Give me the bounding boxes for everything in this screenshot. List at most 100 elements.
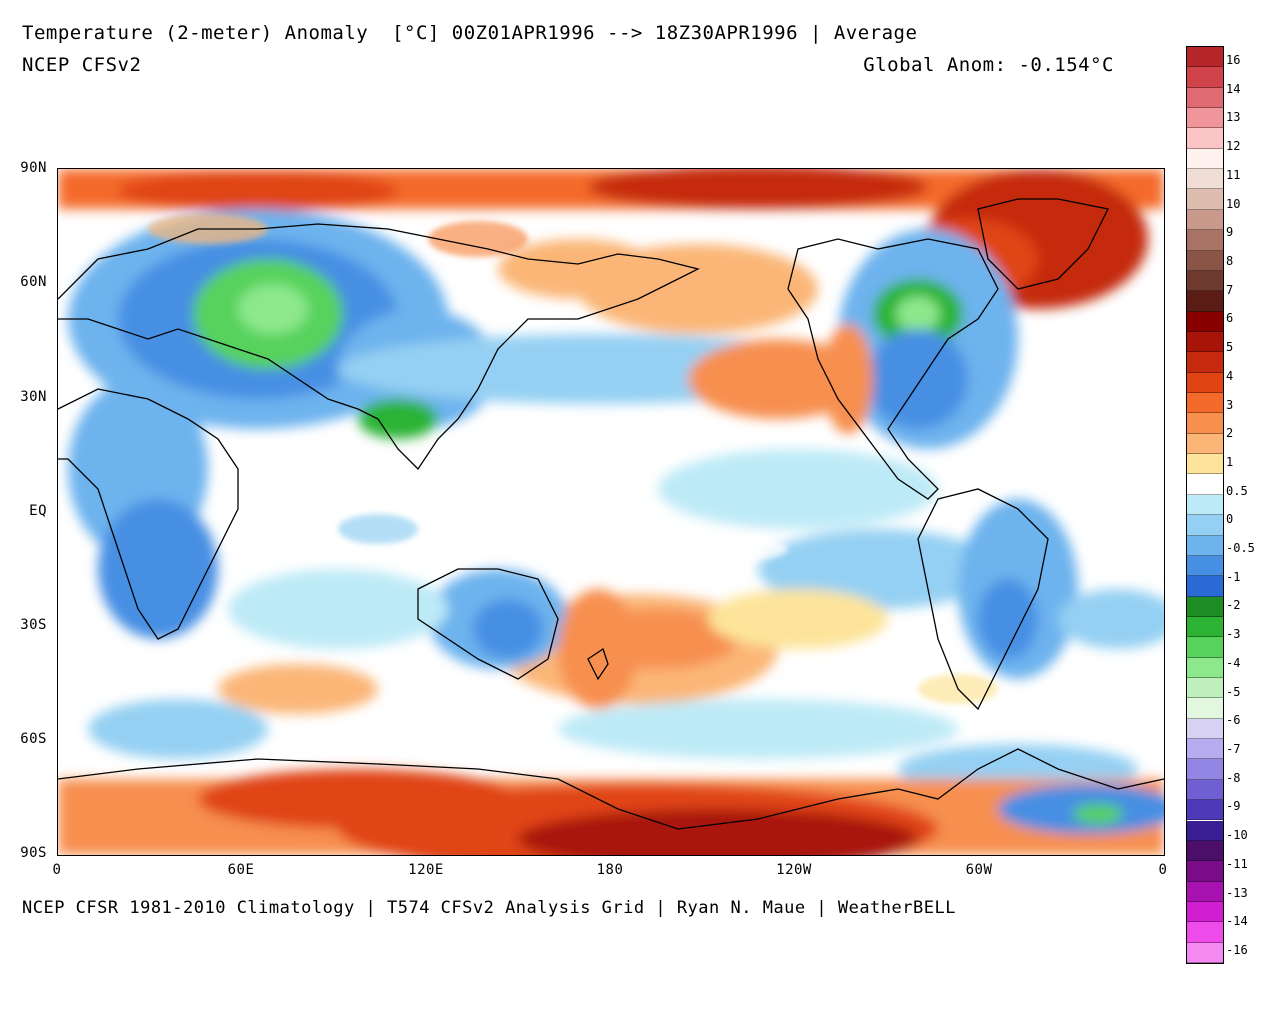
colorbar-swatch: [1187, 515, 1223, 536]
colorbar-swatch: [1187, 840, 1223, 862]
colorbar-swatch: [1187, 311, 1223, 332]
colorbar-level-label: 10: [1226, 196, 1241, 211]
colorbar-swatch: [1187, 596, 1223, 617]
anomaly-field-plot: [58, 169, 1164, 855]
lat-label-90s: 90S: [20, 845, 47, 861]
lat-label-60s: 60S: [20, 731, 47, 747]
lon-label-60w: 60W: [965, 862, 993, 878]
colorbar-level-label: 12: [1226, 139, 1241, 154]
lat-label-90n: 90N: [20, 160, 47, 176]
global-anomaly-readout: Global Anom: -0.154°C: [863, 54, 1114, 76]
colorbar-level-label: 8: [1226, 253, 1234, 268]
lat-label-30n: 30N: [20, 389, 47, 405]
colorbar-swatch: [1187, 393, 1223, 414]
colorbar-swatch: [1187, 352, 1223, 373]
colorbar-swatch: [1187, 637, 1223, 658]
colorbar-swatch: [1187, 535, 1223, 556]
colorbar-level-label: -10: [1226, 828, 1248, 843]
colorbar-swatch: [1187, 47, 1223, 68]
colorbar-level-label: -6: [1226, 713, 1241, 728]
colorbar-swatch: [1187, 942, 1223, 963]
colorbar-level-label: -16: [1226, 943, 1248, 957]
lon-label-180: 180: [596, 862, 624, 878]
model-name: NCEP CFSv2: [22, 54, 142, 76]
colorbar-swatch: [1187, 169, 1223, 190]
colorbar-swatch: [1187, 901, 1223, 923]
colorbar-swatch: [1187, 576, 1223, 597]
colorbar-swatch: [1187, 189, 1223, 210]
lon-label-0-east: 0: [1158, 862, 1168, 878]
colorbar-swatch: [1187, 881, 1223, 902]
anomaly-shading: [58, 169, 1164, 855]
colorbar-swatch: [1187, 372, 1223, 394]
colorbar-level-label: 1: [1226, 454, 1234, 469]
colorbar-level-label: -13: [1226, 885, 1248, 900]
colorbar-swatch: [1187, 454, 1223, 475]
colorbar-level-label: -2: [1226, 598, 1241, 613]
footer-credit: NCEP CFSR 1981-2010 Climatology | T574 C…: [22, 898, 956, 918]
colorbar-level-label: -4: [1226, 655, 1241, 670]
colorbar-swatch: [1187, 230, 1223, 251]
colorbar-swatch: [1187, 657, 1223, 678]
colorbar-level-label: 4: [1226, 368, 1234, 383]
colorbar-level-label: -3: [1226, 627, 1241, 642]
colorbar-level-label: 7: [1226, 282, 1234, 297]
colorbar-swatch: [1187, 413, 1223, 434]
colorbar-level-label: 2: [1226, 426, 1234, 441]
colorbar-level-label: 16: [1226, 53, 1241, 67]
colorbar-swatch: [1187, 616, 1223, 638]
colorbar-swatch: [1187, 270, 1223, 292]
lon-label-120e: 120E: [408, 862, 444, 878]
lon-label-0: 0: [52, 862, 62, 878]
lat-label-60n: 60N: [20, 274, 47, 290]
colorbar-swatch: [1187, 108, 1223, 129]
colorbar-swatch: [1187, 922, 1223, 943]
colorbar-swatch: [1187, 433, 1223, 455]
colorbar-level-label: 5: [1226, 340, 1234, 355]
colorbar-swatch: [1187, 128, 1223, 149]
anomaly-map: [57, 168, 1165, 856]
colorbar-swatch: [1187, 148, 1223, 170]
lat-label-eq: EQ: [29, 503, 47, 519]
colorbar-level-label: -8: [1226, 770, 1241, 785]
colorbar: [1186, 46, 1224, 964]
colorbar-swatch: [1187, 698, 1223, 719]
colorbar-level-label: 0.5: [1226, 483, 1248, 498]
colorbar-swatch: [1187, 331, 1223, 353]
colorbar-level-label: -14: [1226, 914, 1248, 929]
colorbar-level-label: 6: [1226, 311, 1234, 326]
colorbar-swatch: [1187, 87, 1223, 109]
colorbar-level-label: -1: [1226, 569, 1241, 584]
colorbar-level-label: -7: [1226, 742, 1241, 757]
colorbar-level-label: 3: [1226, 397, 1234, 412]
colorbar-swatch: [1187, 209, 1223, 231]
colorbar-swatch: [1187, 759, 1223, 780]
colorbar-swatch: [1187, 291, 1223, 312]
lat-label-30s: 30S: [20, 617, 47, 633]
colorbar-swatch: [1187, 250, 1223, 271]
colorbar-swatch: [1187, 820, 1223, 841]
colorbar-swatch: [1187, 861, 1223, 882]
colorbar-swatch: [1187, 779, 1223, 801]
colorbar-swatch: [1187, 67, 1223, 88]
colorbar-level-label: 9: [1226, 225, 1234, 240]
colorbar-level-label: 0: [1226, 512, 1234, 527]
colorbar-swatch: [1187, 718, 1223, 740]
lon-label-60e: 60E: [227, 862, 255, 878]
colorbar-level-label: -0.5: [1226, 541, 1255, 556]
colorbar-swatch: [1187, 800, 1223, 821]
colorbar-level-label: -9: [1226, 799, 1241, 814]
colorbar-swatch: [1187, 678, 1223, 699]
colorbar-level-label: 13: [1226, 110, 1241, 125]
colorbar-swatch: [1187, 474, 1223, 495]
lon-label-120w: 120W: [776, 862, 812, 878]
colorbar-level-label: -11: [1226, 856, 1248, 871]
colorbar-level-label: 14: [1226, 81, 1241, 96]
colorbar-swatch: [1187, 739, 1223, 760]
colorbar-level-label: -5: [1226, 684, 1241, 699]
colorbar-swatch: [1187, 555, 1223, 577]
colorbar-level-label: 11: [1226, 167, 1241, 182]
coastlines: [58, 198, 1164, 830]
colorbar-swatch: [1187, 494, 1223, 516]
chart-title: Temperature (2-meter) Anomaly [°C] 00Z01…: [22, 22, 918, 44]
